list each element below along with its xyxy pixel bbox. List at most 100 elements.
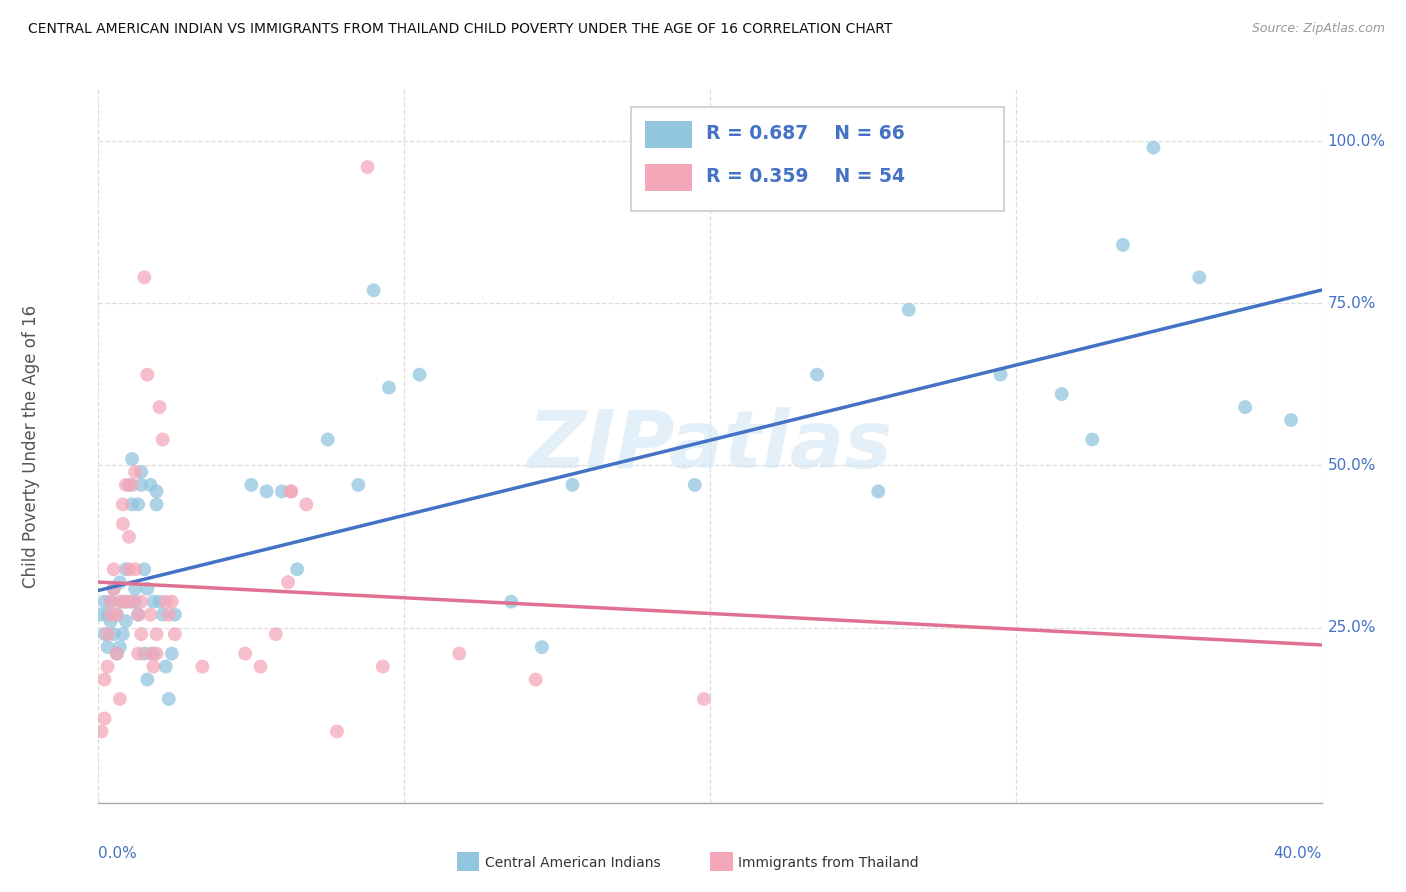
Point: [155, 595, 177, 609]
Point: [118, 595, 141, 609]
Point: [127, 647, 149, 661]
Point: [264, 627, 287, 641]
Point: [363, 283, 385, 297]
Point: [105, 607, 128, 622]
Point: [295, 497, 318, 511]
Text: R = 0.359    N = 54: R = 0.359 N = 54: [706, 167, 905, 186]
Point: [129, 595, 152, 609]
Point: [693, 692, 716, 706]
Point: [160, 647, 183, 661]
Point: [270, 484, 292, 499]
Point: [191, 659, 214, 673]
Point: [868, 484, 890, 499]
FancyBboxPatch shape: [630, 107, 1004, 211]
Point: [139, 607, 162, 622]
Point: [524, 673, 547, 687]
Point: [683, 478, 706, 492]
Point: [97, 607, 120, 622]
Point: [139, 647, 162, 661]
Point: [121, 478, 143, 492]
Point: [90, 724, 112, 739]
Point: [134, 270, 156, 285]
Text: 100.0%: 100.0%: [1327, 134, 1386, 149]
Point: [256, 484, 278, 499]
Point: [163, 627, 186, 641]
Point: [111, 497, 134, 511]
Point: [149, 595, 172, 609]
Point: [1279, 413, 1302, 427]
Point: [100, 607, 122, 622]
Point: [136, 673, 159, 687]
Text: 0.0%: 0.0%: [98, 846, 138, 861]
Point: [347, 478, 370, 492]
Point: [316, 433, 339, 447]
Point: [118, 530, 141, 544]
Point: [139, 478, 162, 492]
Point: [157, 607, 180, 622]
Text: ZIPatlas: ZIPatlas: [527, 407, 893, 485]
Point: [990, 368, 1012, 382]
Point: [285, 562, 308, 576]
Point: [1050, 387, 1073, 401]
Point: [124, 562, 146, 576]
Point: [105, 607, 128, 622]
Text: R = 0.687    N = 66: R = 0.687 N = 66: [706, 124, 905, 143]
Point: [93, 711, 115, 725]
FancyBboxPatch shape: [645, 164, 692, 191]
Point: [1112, 238, 1135, 252]
Point: [280, 484, 302, 499]
Point: [806, 368, 828, 382]
Point: [118, 562, 141, 576]
Point: [501, 595, 523, 609]
Text: Central American Indians: Central American Indians: [485, 855, 661, 870]
Point: [93, 595, 115, 609]
Point: [129, 478, 152, 492]
Point: [1188, 270, 1211, 285]
Text: 25.0%: 25.0%: [1327, 620, 1376, 635]
Text: Immigrants from Thailand: Immigrants from Thailand: [738, 855, 918, 870]
Point: [100, 595, 122, 609]
Point: [97, 627, 120, 641]
Point: [142, 647, 165, 661]
Point: [145, 627, 167, 641]
Point: [108, 692, 131, 706]
Point: [136, 582, 159, 596]
Point: [160, 595, 183, 609]
Point: [127, 497, 149, 511]
Point: [129, 465, 152, 479]
Point: [115, 614, 138, 628]
Point: [108, 595, 131, 609]
Point: [103, 582, 125, 596]
Point: [280, 484, 302, 499]
Point: [108, 640, 131, 654]
Point: [118, 478, 141, 492]
Point: [897, 302, 920, 317]
Text: 50.0%: 50.0%: [1327, 458, 1376, 473]
Point: [1234, 400, 1257, 414]
Text: 40.0%: 40.0%: [1274, 846, 1322, 861]
Point: [134, 562, 156, 576]
Point: [356, 160, 378, 174]
Point: [378, 381, 401, 395]
Point: [408, 368, 430, 382]
Point: [326, 724, 349, 739]
Point: [111, 516, 134, 531]
Point: [93, 627, 115, 641]
Point: [108, 575, 131, 590]
Point: [124, 582, 146, 596]
Point: [163, 607, 186, 622]
Point: [111, 627, 134, 641]
Point: [121, 497, 143, 511]
Text: CENTRAL AMERICAN INDIAN VS IMMIGRANTS FROM THAILAND CHILD POVERTY UNDER THE AGE : CENTRAL AMERICAN INDIAN VS IMMIGRANTS FR…: [28, 22, 893, 37]
Point: [121, 595, 143, 609]
Point: [152, 607, 174, 622]
Point: [149, 400, 172, 414]
Point: [90, 607, 112, 622]
Text: Source: ZipAtlas.com: Source: ZipAtlas.com: [1251, 22, 1385, 36]
Point: [103, 627, 125, 641]
Point: [129, 627, 152, 641]
Point: [103, 562, 125, 576]
Point: [136, 368, 159, 382]
Point: [233, 647, 256, 661]
Point: [561, 478, 583, 492]
